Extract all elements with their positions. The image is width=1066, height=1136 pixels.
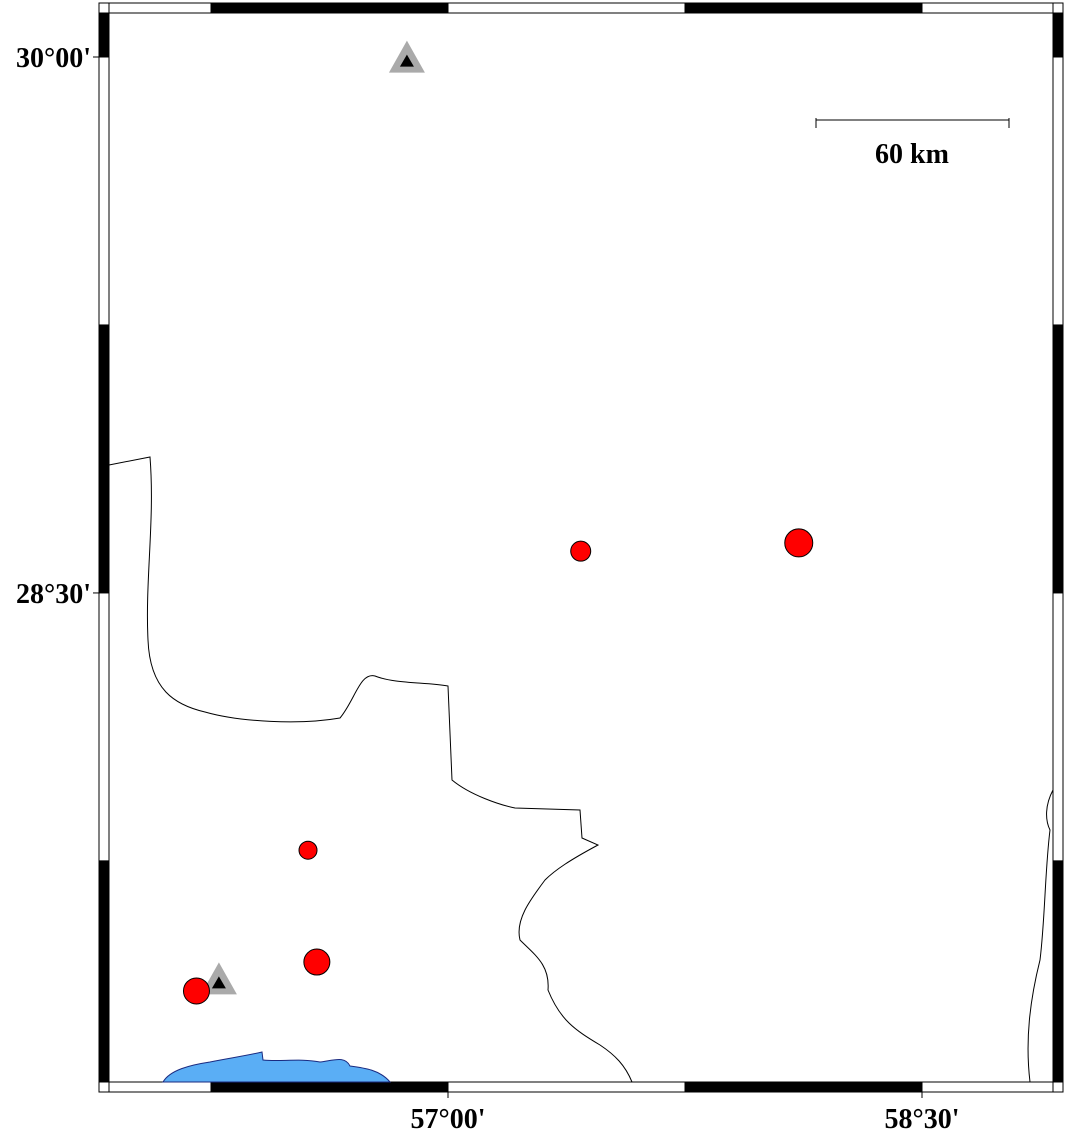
scale-label: 60 km <box>875 139 949 170</box>
event <box>298 840 318 860</box>
event <box>303 948 331 976</box>
lat-label: 30°00' <box>16 43 91 74</box>
frame-band <box>99 13 109 57</box>
coastline <box>162 1051 392 1083</box>
lon-label: 57°00' <box>411 1104 486 1131</box>
frame-band <box>684 2 923 14</box>
frame-band <box>98 56 110 326</box>
frame-band <box>1052 56 1064 326</box>
frame-band <box>108 1081 212 1093</box>
frame-band <box>98 592 110 862</box>
event <box>784 528 814 558</box>
event <box>570 540 592 562</box>
border <box>108 456 633 1083</box>
frame-band <box>1052 860 1064 1083</box>
border <box>1027 789 1054 1083</box>
event <box>182 977 210 1005</box>
lon-label: 58°30' <box>885 1104 960 1131</box>
frame-band <box>921 1081 1054 1093</box>
frame-band <box>108 2 212 14</box>
lat-label: 28°30' <box>16 579 91 610</box>
station-core <box>211 976 226 989</box>
frame-band <box>921 2 1054 14</box>
frame-band <box>98 324 110 594</box>
frame-band <box>1052 592 1064 862</box>
frame-band <box>447 2 686 14</box>
frame-band <box>1052 324 1064 594</box>
frame-band <box>1053 13 1063 57</box>
frame-band <box>684 1081 923 1093</box>
map-border <box>108 12 1054 1083</box>
frame-band <box>98 860 110 1083</box>
frame-band <box>210 2 449 14</box>
frame-band <box>210 1081 449 1093</box>
frame-band <box>447 1081 686 1093</box>
station-core <box>399 54 414 67</box>
